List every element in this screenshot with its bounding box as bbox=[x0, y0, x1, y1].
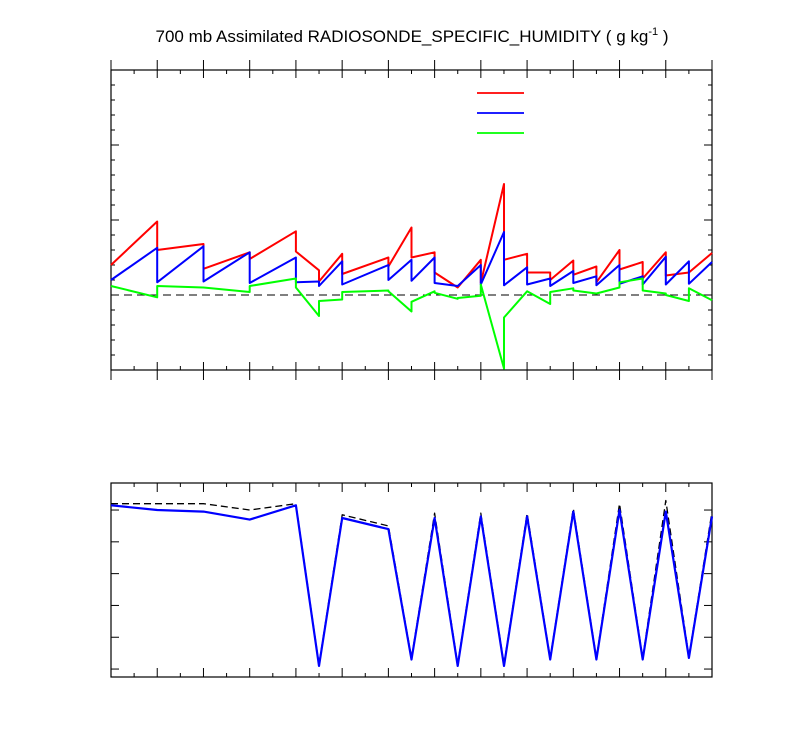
chart-title-main: 700 mb Assimilated RADIOSONDE_SPECIFIC_H… bbox=[156, 27, 649, 46]
top-plot bbox=[110, 60, 713, 380]
chart-title-superscript: -1 bbox=[648, 26, 658, 38]
series-line-rmse bbox=[110, 183, 713, 289]
chart-title-suffix: ) bbox=[658, 27, 668, 46]
chart-title: 700 mb Assimilated RADIOSONDE_SPECIFIC_H… bbox=[156, 26, 669, 46]
plot-frame bbox=[110, 69, 713, 371]
series-line-bias-o-f bbox=[110, 277, 713, 370]
bottom-plot bbox=[110, 482, 714, 678]
series-line-assimilated bbox=[110, 504, 714, 668]
